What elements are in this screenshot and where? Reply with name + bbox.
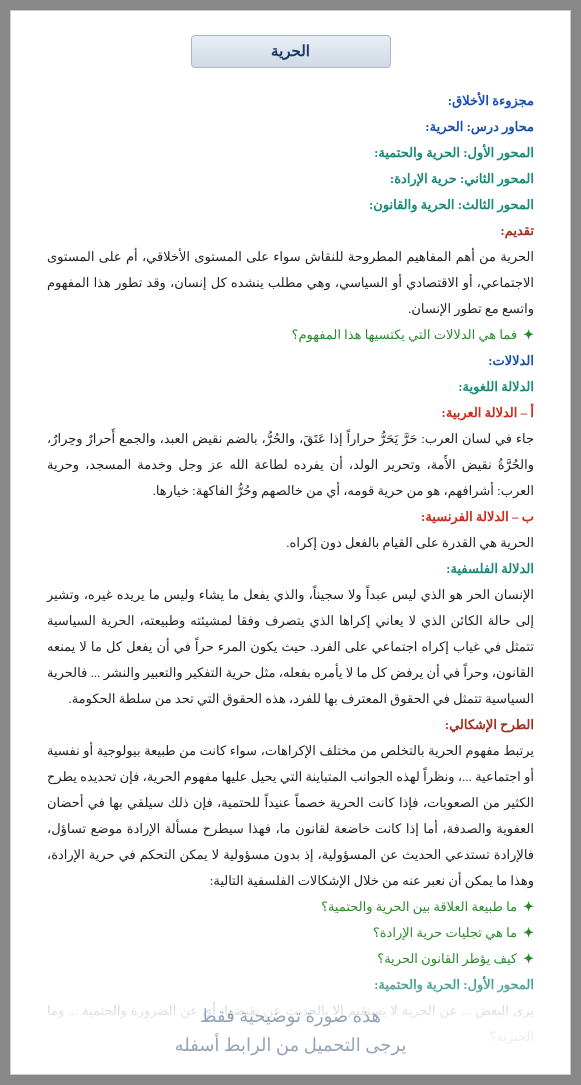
bullet-icon: ✦ (523, 920, 534, 946)
axis2-heading: المحور الثاني: حرية الإرادة: (47, 166, 534, 192)
document-page: الحرية مجزوءة الأخلاق: محاور درس: الحرية… (10, 10, 571, 1075)
linguistic-label: الدلالة اللغوية: (47, 374, 534, 400)
lesson-title: الحرية (271, 44, 310, 60)
q1-text: ما طبيعة العلاقة بين الحرية والحتمية؟ (321, 894, 517, 920)
q3-text: كيف يؤطر القانون الحرية؟ (377, 946, 517, 972)
axis1-heading: المحور الأول: الحرية والحتمية: (47, 140, 534, 166)
faded-continuation: يرى البعض ... عن الحرية لا يستقيم إلا با… (47, 998, 534, 1050)
problem-label: الطرح الإشكالي: (47, 712, 534, 738)
q1-row: ✦ ما طبيعة العلاقة بين الحرية والحتمية؟ (47, 894, 534, 920)
axis1-repeat-label: المحور الأول: الحرية والحتمية: (47, 972, 534, 998)
axis3-heading: المحور الثالث: الحرية والقانون: (47, 192, 534, 218)
lesson-title-box: الحرية (191, 35, 391, 68)
philosophy-body: الإنسان الحر هو الذي ليس عبداً ولا سجينا… (47, 582, 534, 712)
arabic-label: أ – الدلالة العربية: (47, 400, 534, 426)
philosophy-label: الدلالة الفلسفية: (47, 556, 534, 582)
problem-body: يرتبط مفهوم الحرية بالتخلص من مختلف الإك… (47, 738, 534, 894)
bullet-icon: ✦ (523, 894, 534, 920)
bullet-icon: ✦ (523, 946, 534, 972)
intro-label: تقديم: (47, 218, 534, 244)
intro-body: الحرية من أهم المفاهيم المطروحة للنقاش س… (47, 244, 534, 322)
q3-row: ✦ كيف يؤطر القانون الحرية؟ (47, 946, 534, 972)
arabic-body: جاء في لسان العرب: حَرَّ يَحَرُّ حراراً … (47, 426, 534, 504)
dalalat-label: الدلالات: (47, 348, 534, 374)
lesson-heading: محاور درس: الحرية: (47, 114, 534, 140)
bullet-icon: ✦ (523, 322, 534, 348)
q2-text: ما هي تجليات حرية الإرادة؟ (373, 920, 517, 946)
intro-question-row: ✦ فما هي الدلالات التي يكتسيها هذا المفه… (47, 322, 534, 348)
group-heading: مجزوءة الأخلاق: (47, 88, 534, 114)
french-label: ب – الدلالة الفرنسية: (47, 504, 534, 530)
q2-row: ✦ ما هي تجليات حرية الإرادة؟ (47, 920, 534, 946)
intro-question: فما هي الدلالات التي يكتسيها هذا المفهوم… (292, 322, 517, 348)
french-body: الحرية هي القدرة على القيام بالفعل دون إ… (47, 530, 534, 556)
